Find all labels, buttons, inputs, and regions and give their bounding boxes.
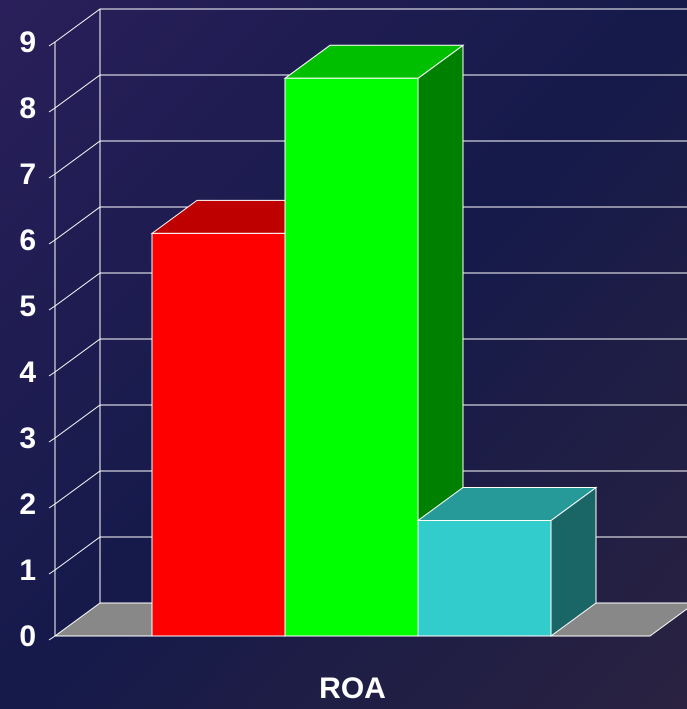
tick-mark (48, 41, 56, 47)
tick-mark (48, 437, 56, 443)
tick-mark (48, 371, 56, 377)
y-tick-label: 9 (19, 26, 36, 59)
y-tick-label: 8 (19, 92, 36, 125)
bar (417, 520, 552, 637)
tick-mark (48, 635, 56, 641)
y-tick-label: 2 (19, 488, 36, 521)
y-tick-label: 7 (19, 158, 36, 191)
tick-mark (48, 569, 56, 575)
y-tick-label: 0 (19, 620, 36, 653)
y-tick-label: 5 (19, 290, 36, 323)
tick-mark (48, 107, 56, 113)
tick-mark (48, 173, 56, 179)
y-tick-label: 1 (19, 554, 36, 587)
y-tick-label: 3 (19, 422, 36, 455)
bar (284, 77, 419, 637)
tick-mark (48, 239, 56, 245)
y-tick-label: 6 (19, 224, 36, 257)
plot: 0 1 2 3 4 5 6 7 8 9 ROA (19, 8, 687, 705)
tick-mark (48, 305, 56, 311)
y-tick-label: 4 (19, 356, 36, 389)
tick-mark (48, 503, 56, 509)
bar (151, 232, 286, 637)
x-tick-label: ROA (319, 672, 386, 705)
